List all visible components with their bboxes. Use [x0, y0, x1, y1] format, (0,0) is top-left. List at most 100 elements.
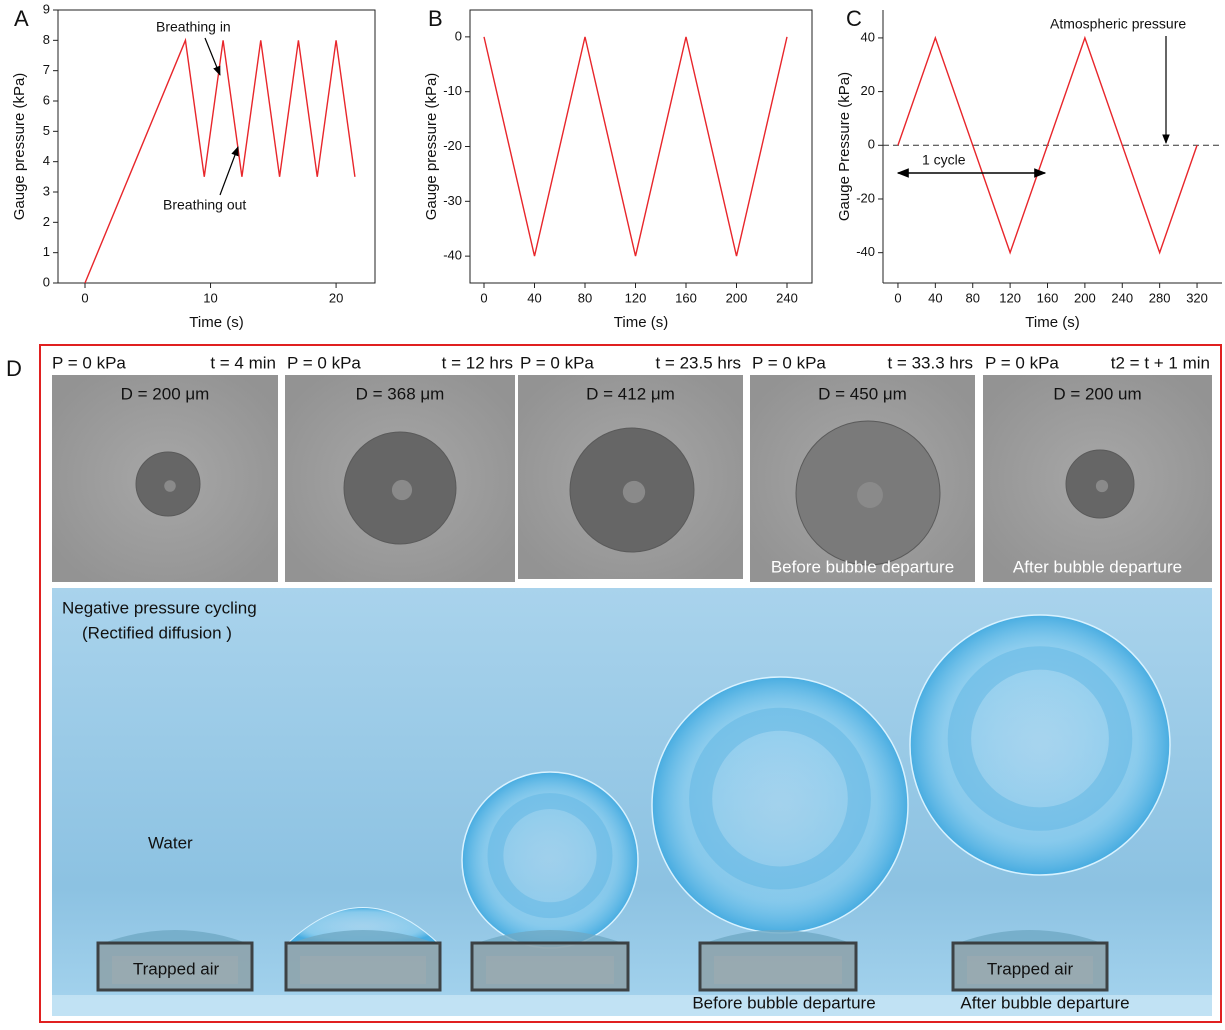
y-tick-label: 4: [43, 153, 50, 168]
trapped-air: [300, 956, 426, 984]
diameter-label: D = 412 μm: [586, 384, 675, 403]
y-tick-label: 0: [455, 28, 462, 43]
y-axis-label: Gauge pressure (kPa): [423, 73, 440, 221]
illustration: Negative pressure cycling (Rectified dif…: [52, 588, 1212, 1016]
y-tick-label: 40: [861, 29, 875, 44]
y-tick-label: 8: [43, 32, 50, 47]
well-label: Trapped air: [987, 959, 1074, 978]
annotation: Breathing out: [163, 197, 246, 213]
x-tick-label: 120: [999, 290, 1021, 305]
y-axis-label: Gauge Pressure (kPa): [836, 72, 853, 221]
x-tick-label: 120: [625, 290, 647, 305]
annotations: Breathing in Breathing out Atmospheric p…: [156, 16, 1186, 213]
diameter-label: D = 200 um: [1053, 384, 1141, 403]
micrograph-caption: After bubble departure: [1013, 557, 1182, 576]
chart: 0 40 80 120 160 200 240 280 320 -40 -20 0 20 40 Time (…: [836, 6, 1222, 331]
annotation: Atmospheric pressure: [1050, 16, 1186, 32]
time-label: t = 12 hrs: [442, 353, 513, 372]
x-tick-label: 40: [527, 290, 541, 305]
x-tick-label: 20: [329, 290, 343, 305]
plot-frame: [470, 10, 812, 283]
x-axis-label: Time (s): [189, 314, 243, 331]
y-tick-label: 3: [43, 183, 50, 198]
y-tick-label: -20: [443, 138, 462, 153]
y-tick-label: -40: [443, 248, 462, 263]
y-tick-label: 5: [43, 123, 50, 138]
bubble-core: [623, 481, 645, 503]
data-line: [898, 38, 1197, 253]
x-tick-label: 0: [480, 290, 487, 305]
y-tick-label: -10: [443, 83, 462, 98]
trapped-air: [714, 956, 842, 984]
y-tick-label: 9: [43, 1, 50, 16]
y-tick-label: 6: [43, 92, 50, 107]
diameter-label: D = 450 μm: [818, 384, 907, 403]
chart: 0 40 80 120 160 200 240 -40 -30 -20 -10 0 Time (s) Ga…: [423, 6, 812, 331]
time-label: t = 23.5 hrs: [655, 353, 741, 372]
data-line: [85, 40, 355, 283]
time-label: t = 33.3 hrs: [887, 353, 973, 372]
plot-frame: [58, 10, 375, 283]
panel-label: B: [428, 6, 443, 31]
bubble-core: [857, 482, 883, 508]
y-tick-label: -30: [443, 193, 462, 208]
x-tick-label: 240: [1111, 290, 1133, 305]
time-label: t = 4 min: [210, 353, 276, 372]
x-tick-label: 240: [776, 290, 798, 305]
time-label: t2 = t + 1 min: [1111, 353, 1210, 372]
x-tick-label: 280: [1149, 290, 1171, 305]
pressure-label: P = 0 kPa: [985, 353, 1059, 372]
x-tick-label: 160: [1037, 290, 1059, 305]
well-label: Trapped air: [133, 959, 220, 978]
trapped-air: [486, 956, 614, 984]
diameter-label: D = 200 μm: [121, 384, 210, 403]
y-tick-label: -20: [856, 190, 875, 205]
x-tick-label: 10: [203, 290, 217, 305]
data-line: [484, 37, 787, 256]
annotation: 1 cycle: [922, 152, 966, 168]
bubble-core: [164, 480, 176, 492]
x-tick-label: 0: [81, 290, 88, 305]
annotation: Breathing in: [156, 19, 231, 35]
stage-label: After bubble departure: [960, 993, 1129, 1012]
pressure-label: P = 0 kPa: [287, 353, 361, 372]
panel-label: D: [6, 356, 22, 381]
bubble-core: [1096, 480, 1108, 492]
bubble-core: [392, 480, 412, 500]
pressure-label: P = 0 kPa: [752, 353, 826, 372]
pressure-label: P = 0 kPa: [520, 353, 594, 372]
diameter-label: D = 368 μm: [356, 384, 445, 403]
y-tick-label: 1: [43, 244, 50, 259]
x-tick-label: 200: [726, 290, 748, 305]
figure: 010200123456789Time (s)Gauge pressure (k…: [0, 0, 1225, 1025]
arrow: [220, 147, 238, 195]
panel-label: C: [846, 6, 862, 31]
y-tick-label: -40: [856, 244, 875, 259]
x-tick-label: 160: [675, 290, 697, 305]
arrow: [205, 38, 220, 75]
x-tick-label: 200: [1074, 290, 1096, 305]
pressure-label: P = 0 kPa: [52, 353, 126, 372]
x-tick-label: 320: [1186, 290, 1208, 305]
y-tick-label: 2: [43, 214, 50, 229]
y-tick-label: 7: [43, 62, 50, 77]
x-tick-label: 80: [578, 290, 592, 305]
x-axis-label: Time (s): [1025, 314, 1079, 331]
y-tick-label: 0: [43, 274, 50, 289]
y-tick-label: 0: [868, 137, 875, 152]
illustration-title: Negative pressure cycling: [62, 598, 257, 617]
panel-label: A: [14, 6, 29, 31]
x-tick-label: 0: [894, 290, 901, 305]
x-tick-label: 40: [928, 290, 942, 305]
medium-label: Water: [148, 833, 193, 852]
y-tick-label: 20: [861, 83, 875, 98]
illustration-subtitle: (Rectified diffusion ): [82, 623, 232, 642]
stage-label: Before bubble departure: [692, 993, 875, 1012]
y-axis-label: Gauge pressure (kPa): [11, 73, 28, 221]
x-tick-label: 80: [965, 290, 979, 305]
chart: 0 10 20 0 1 2 3 4 5 6 7 8 9 Time (s) Gauge pressure (k…: [11, 1, 375, 331]
micrograph-caption: Before bubble departure: [771, 557, 954, 576]
x-axis-label: Time (s): [614, 314, 668, 331]
